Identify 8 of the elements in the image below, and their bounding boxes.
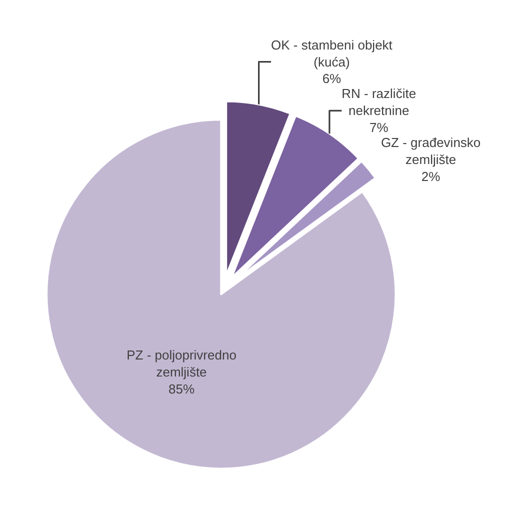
data-label: 7% [369,120,389,136]
slice-label: GZ - građevinsko zemljište [380,135,481,167]
slice-label: OK - stambeni objekt (kuća) [271,37,393,70]
data-label: 2% [421,168,441,184]
slice-label: PZ - poljoprivredno zemljište [126,348,236,380]
data-label: 85% [168,381,195,396]
slice-label: RN - različite nekretnine [342,86,416,118]
data-label: 6% [322,71,342,86]
